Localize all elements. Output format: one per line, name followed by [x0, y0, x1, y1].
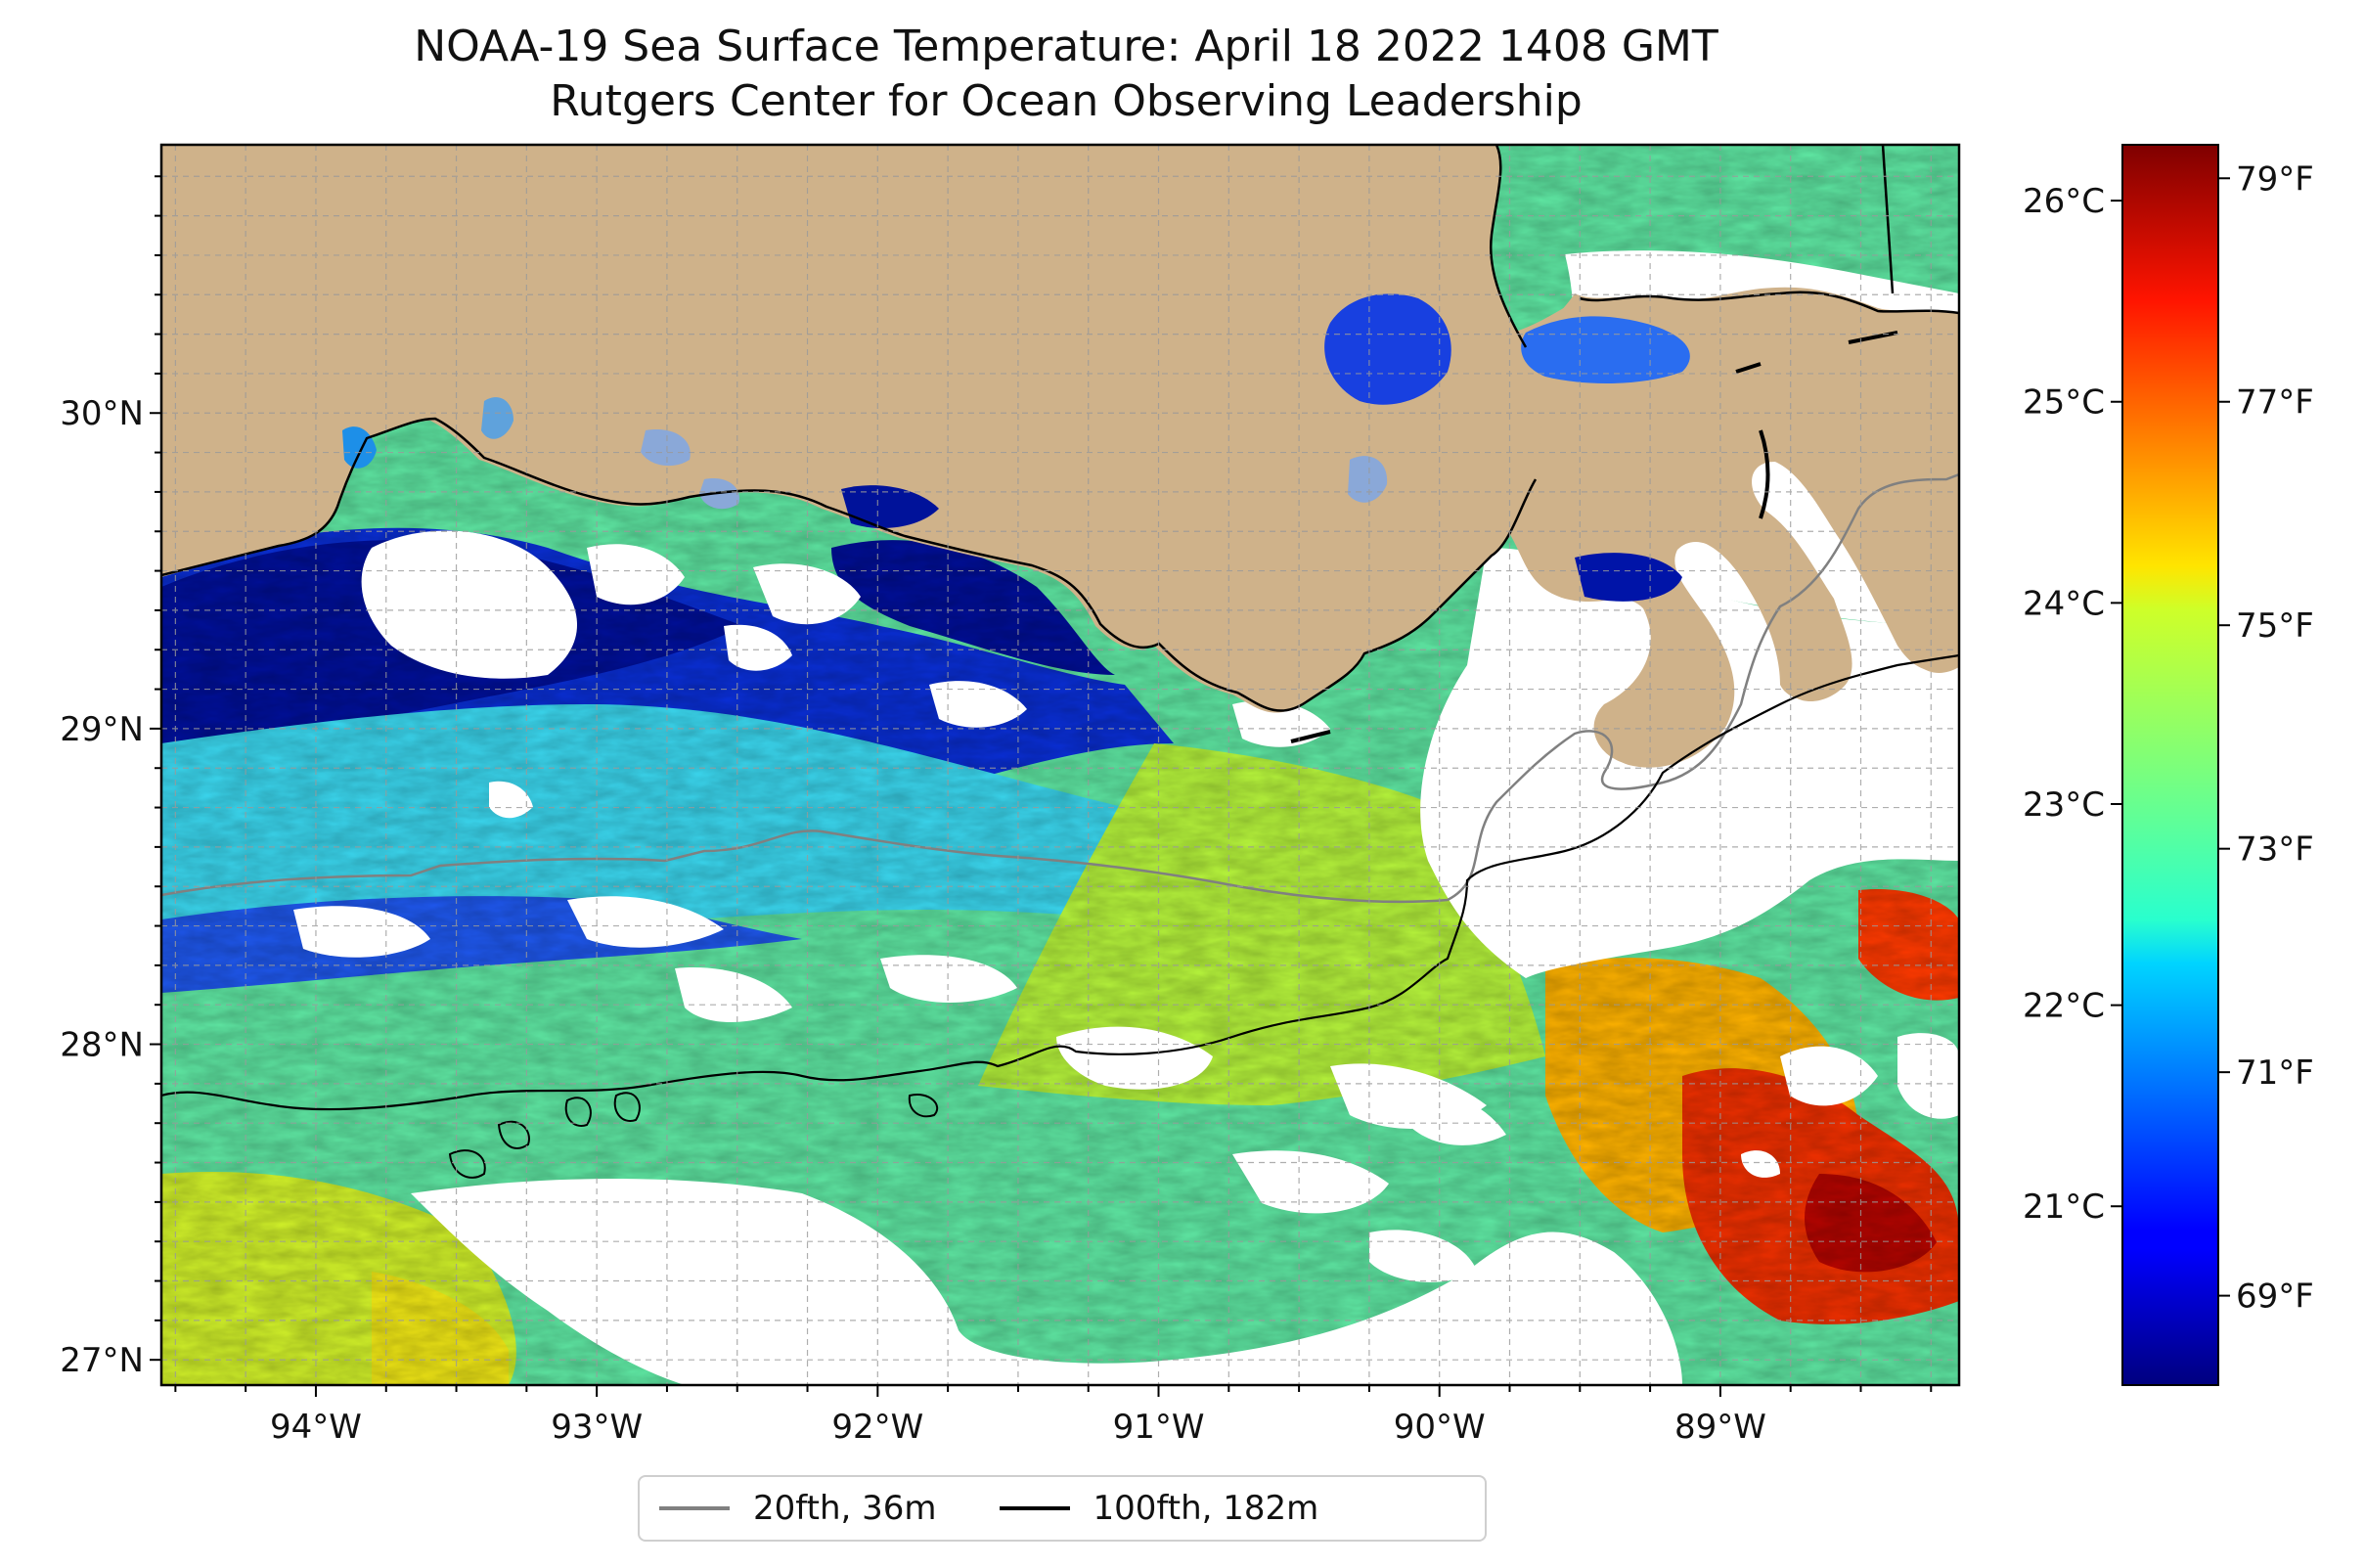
lat-tick-label: 28°N: [60, 1026, 144, 1065]
legend-swatch-black-line: [999, 1506, 1070, 1510]
lake-small-3: [641, 429, 691, 467]
legend-swatch-grey-line: [659, 1506, 730, 1510]
map-frame: [159, 143, 1961, 1387]
colorbar-label-celsius: 22°C: [2023, 987, 2105, 1026]
lon-tick-label: 90°W: [1394, 1408, 1486, 1447]
lat-tick-label: 30°N: [60, 394, 144, 433]
colorbar-label-celsius: 21°C: [2023, 1187, 2105, 1227]
lat-tick-label: 29°N: [60, 710, 144, 749]
lake-small-2: [481, 397, 513, 439]
legend-label-36m: 20fth, 36m: [753, 1489, 937, 1528]
gridlines: [161, 145, 1959, 1385]
lon-tick-label: 91°W: [1113, 1408, 1205, 1447]
lon-tick-label: 93°W: [551, 1408, 643, 1447]
lon-tick-label: 92°W: [831, 1408, 923, 1447]
coastline: [161, 145, 1959, 712]
colorbar-label-fahrenheit: 75°F: [2236, 606, 2314, 646]
colorbar-label-fahrenheit: 79°F: [2236, 159, 2314, 199]
isobath-182m-islands: [448, 1092, 939, 1179]
colorbar-label-fahrenheit: 69°F: [2236, 1277, 2314, 1317]
lat-tick-label: 27°N: [60, 1341, 144, 1380]
land-mainland: [161, 145, 1959, 768]
axis-labels: 94°W 93°W 92°W 91°W 90°W 89°W 30°N 29°N 28°N 27°N: [60, 394, 1766, 1447]
legend-item-36m: 20fth, 36m: [659, 1489, 937, 1528]
colorbar-label-celsius: 26°C: [2023, 182, 2105, 221]
axis-ticks: [150, 175, 1933, 1397]
lake-small-4: [1348, 456, 1388, 503]
sst-cold-bay-east: [1575, 553, 1682, 602]
land-louisiana: [161, 145, 1541, 711]
lake-small-5: [841, 485, 939, 528]
colorbar-labels: 26°C 25°C 24°C 23°C 22°C 21°C 79°F 77°F 75°F 73°F…: [2023, 159, 2314, 1316]
colorbar-ticks: [2111, 177, 2230, 1297]
colorbar-label-fahrenheit: 71°F: [2236, 1053, 2314, 1093]
chart-title: NOAA-19 Sea Surface Temperature: April 1…: [414, 22, 1718, 71]
coastline-river: [1881, 145, 1895, 294]
colorbar-label-fahrenheit: 77°F: [2236, 383, 2314, 423]
colorbar: [2121, 144, 2219, 1386]
lake-pontchartrain: [1324, 293, 1451, 405]
colorbar-label-fahrenheit: 73°F: [2236, 830, 2314, 870]
lon-tick-label: 89°W: [1674, 1408, 1766, 1447]
lake-borgne: [1521, 316, 1690, 383]
isobath-36m: [161, 472, 1959, 904]
legend-item-182m: 100fth, 182m: [999, 1489, 1319, 1528]
legend-label-182m: 100fth, 182m: [1093, 1489, 1319, 1528]
colorbar-label-celsius: 24°C: [2023, 584, 2105, 623]
map-area: [161, 145, 1959, 1385]
colorbar-label-celsius: 23°C: [2023, 785, 2105, 825]
lon-tick-label: 94°W: [270, 1408, 362, 1447]
chart-subtitle: Rutgers Center for Ocean Observing Leade…: [550, 76, 1583, 126]
colorbar-label-celsius: 25°C: [2023, 383, 2105, 423]
legend: 20fth, 36m 100fth, 182m: [638, 1475, 1487, 1542]
shoal-mark: [1290, 331, 1898, 743]
